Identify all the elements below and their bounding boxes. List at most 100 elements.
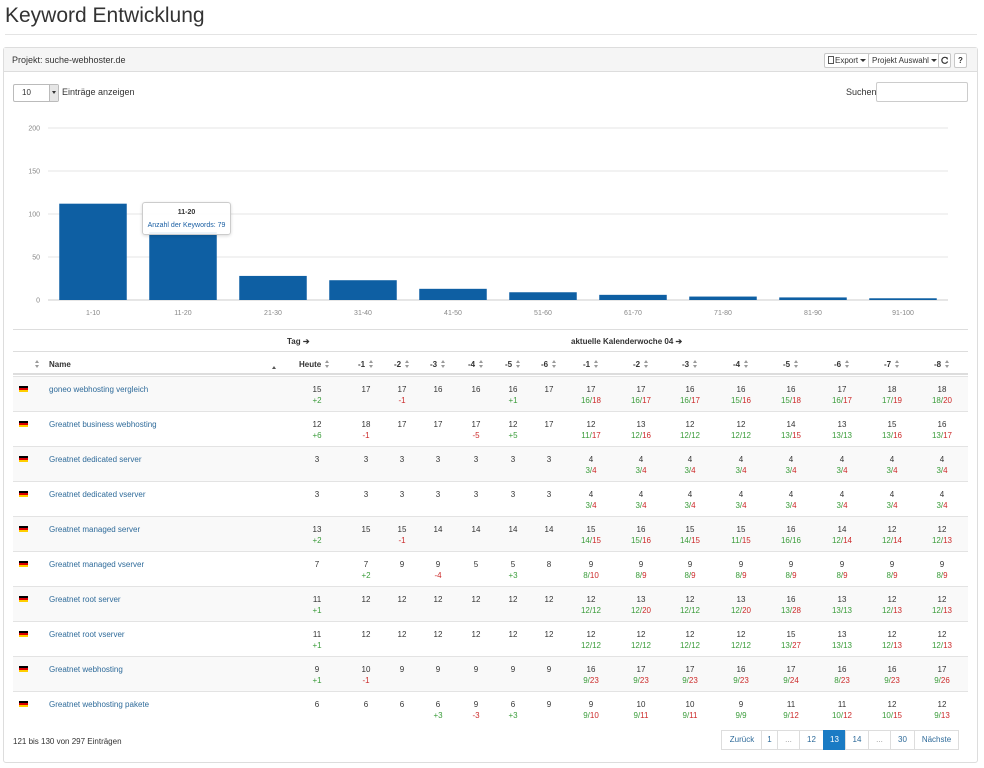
header-day[interactable]: -6 [541,360,557,369]
keyword-link[interactable]: Greatnet business webhosting [49,420,157,429]
export-button[interactable]: Export [824,53,871,68]
value-cell: 10 9/11 [675,699,705,721]
page-button[interactable]: 12 [799,730,824,750]
chart-bar[interactable] [869,298,937,300]
range-worst: 15 [691,536,701,545]
cell-value: 9 [435,560,441,569]
page-button[interactable]: 14 [845,730,869,750]
value-cell: 9 [461,664,491,675]
header-name[interactable]: Name [49,360,71,369]
range-best: 11/ [731,536,742,545]
page-button[interactable]: Nächste [914,730,959,750]
group-day[interactable]: Tag ➔ [287,337,310,346]
chart-bar[interactable] [239,275,307,300]
cell-delta: 12/13 [927,640,957,651]
cell-value: 12 [586,630,596,639]
cell-value: 14 [471,525,481,534]
cell-delta: 12/14 [877,535,907,546]
cell-value: 14 [837,525,847,534]
header-day[interactable]: -4 [468,360,484,369]
header-week[interactable]: -7 [884,360,900,369]
range-worst: 9 [843,571,848,580]
chart-bar[interactable] [149,232,217,300]
range-best: 9/ [633,711,641,720]
header-week[interactable]: -5 [783,360,799,369]
group-week[interactable]: aktuelle Kalenderwoche 04 ➔ [571,337,682,346]
cell-delta: 8/9 [776,570,806,581]
cell-delta: 9/23 [726,675,756,686]
keyword-link[interactable]: Greatnet dedicated server [49,455,142,464]
chart-bar[interactable] [779,297,847,300]
value-cell: 11 +1 [302,629,332,651]
cell-delta: 3/4 [726,500,756,511]
chart-bar[interactable] [329,280,397,300]
cell-value: 12 [433,630,443,639]
cell-delta: 15/16 [626,535,656,546]
header-week[interactable]: -2 [633,360,649,369]
chart-bar[interactable] [59,203,127,300]
cell-delta: 8/9 [927,570,957,581]
chart-bar[interactable] [689,296,757,300]
cell-value: 16 [786,595,796,604]
entries-length-select[interactable]: 10 [13,84,59,102]
search-input[interactable] [876,82,968,102]
y-tick-label: 200 [28,126,40,133]
sort-flag-column[interactable] [31,360,40,369]
header-day[interactable]: -2 [394,360,410,369]
x-tick-label: 61-70 [624,310,642,317]
header-day[interactable]: -3 [430,360,446,369]
cell-value: 17 [361,385,371,394]
refresh-button[interactable] [938,53,951,68]
cell-value: 9 [435,665,441,674]
cell-value: 15 [786,630,796,639]
keyword-link[interactable]: Greatnet dedicated vserver [49,490,146,499]
range-worst: 18 [792,396,802,405]
germany-flag-icon [19,421,28,427]
value-cell: 16 13/28 [776,594,806,616]
header-day[interactable]: -5 [505,360,521,369]
cell-value: 16 [508,385,518,394]
value-cell: 16 9/23 [726,664,756,686]
value-cell: 12 [461,594,491,605]
range-worst: 4 [742,466,747,475]
header-today[interactable]: Heute [299,360,330,369]
sort-icon [594,360,599,368]
value-cell: 12 +5 [498,419,528,441]
cell-delta: 13/13 [831,431,853,440]
header-week[interactable]: -1 [583,360,599,369]
keyword-link[interactable]: Greatnet root server [49,595,121,604]
range-worst: 4 [843,501,848,510]
page-button[interactable]: Zurück [721,730,763,750]
value-cell: 14 [534,524,564,535]
header-week[interactable]: -3 [682,360,698,369]
keyword-link[interactable]: Greatnet managed server [49,525,141,534]
header-week[interactable]: -4 [733,360,749,369]
cell-value: 9 [546,665,552,674]
keyword-link[interactable]: Greatnet webhosting [49,665,123,674]
cell-value: 16 [736,385,746,394]
page-button[interactable]: 30 [890,730,915,750]
page-button[interactable]: 13 [823,730,846,750]
value-cell: 13 12/20 [626,594,656,616]
cell-value: 15 [312,385,322,394]
value-cell: 12 [387,629,417,640]
sort-icon [405,360,410,368]
range-worst: 13 [893,606,903,615]
range-best: 16/ [679,396,692,405]
chart-bar[interactable] [419,288,487,300]
range-best: 13/ [931,431,944,440]
keyword-link[interactable]: goneo webhosting vergleich [49,385,149,394]
cell-delta: 3/4 [576,500,606,511]
header-day[interactable]: -1 [358,360,374,369]
help-button[interactable]: ? [954,53,967,68]
chart-bar[interactable] [509,292,577,300]
header-week[interactable]: -6 [834,360,850,369]
keyword-link[interactable]: Greatnet webhosting pakete [49,700,150,709]
keyword-link[interactable]: Greatnet managed vserver [49,560,145,569]
project-select-button[interactable]: Projekt Auswahl [868,53,941,68]
cell-delta: 9/11 [626,710,656,721]
header-week[interactable]: -8 [934,360,950,369]
keyword-link[interactable]: Greatnet root vserver [49,630,125,639]
chart-bar[interactable] [599,294,667,300]
page-button[interactable]: 1 [761,730,778,750]
